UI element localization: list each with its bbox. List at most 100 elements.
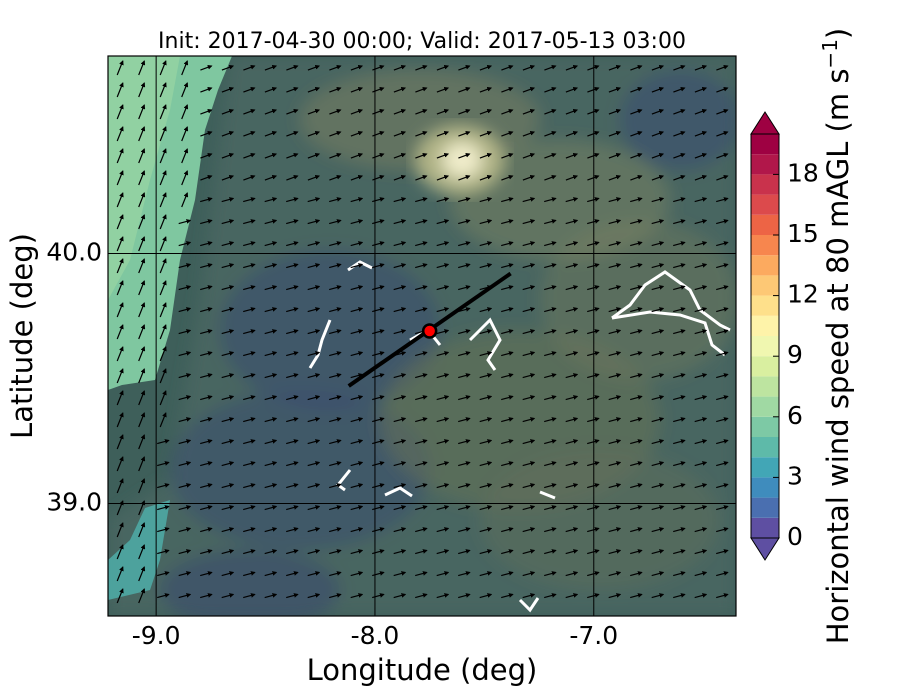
colorbar-ticks: 0 3 6 9 12 15 18: [773, 158, 819, 551]
wind-vector: [329, 439, 342, 445]
wind-vector: [159, 148, 167, 164]
wind-vector: [350, 461, 364, 467]
wind-vector: [479, 439, 493, 445]
wind-vector: [716, 329, 729, 335]
wind-vector: [350, 593, 364, 599]
wind-vector: [458, 351, 471, 357]
wind-vector: [116, 456, 124, 472]
wind-vector: [458, 527, 471, 533]
wind-vector: [608, 109, 621, 115]
wind-vector: [608, 439, 622, 445]
wind-vector: [286, 571, 299, 577]
wind-vector: [522, 285, 536, 291]
wind-vector: [673, 571, 686, 577]
wind-vector: [479, 593, 493, 599]
wind-vector: [329, 461, 342, 467]
wind-vector: [178, 593, 192, 599]
wind-vector: [630, 87, 643, 93]
wind-vector: [436, 109, 449, 115]
wind-vector: [587, 153, 600, 159]
wind-vector: [200, 351, 213, 357]
wind-vector: [458, 87, 471, 93]
wind-vector: [350, 109, 363, 115]
wind-vector: [159, 236, 167, 252]
wind-vector: [565, 197, 579, 203]
wind-vector: [501, 593, 514, 599]
wind-vector: [565, 351, 579, 357]
wind-vector: [630, 549, 643, 555]
wind-vector: [415, 241, 428, 247]
wind-vector: [221, 87, 234, 93]
wind-vector: [673, 439, 686, 445]
wind-vector: [479, 527, 493, 533]
wind-vector: [565, 263, 579, 269]
wind-vector: [138, 324, 146, 340]
wind-vector: [694, 417, 708, 423]
wind-vector: [694, 307, 708, 313]
wind-vector: [116, 324, 124, 340]
wind-vector: [221, 131, 234, 137]
wind-vector: [544, 87, 557, 93]
wind-vector: [694, 549, 708, 555]
wind-vector: [138, 434, 146, 450]
wind-vector: [458, 109, 471, 115]
wind-vector: [415, 483, 428, 489]
wind-vector: [243, 263, 256, 269]
wind-vector: [393, 197, 407, 203]
wind-vector: [350, 153, 363, 159]
wind-vector: [544, 131, 557, 137]
wind-vector: [544, 549, 557, 555]
wind-vector: [200, 263, 213, 269]
wind-vector: [522, 329, 536, 335]
wind-vector: [544, 175, 557, 181]
wind-vector: [587, 263, 600, 269]
wind-vector: [673, 307, 686, 313]
wind-vector: [501, 153, 514, 159]
wind-vector: [694, 197, 708, 203]
wind-vector: [544, 571, 557, 577]
wind-vector: [522, 505, 536, 511]
colorbar-extend-max: [750, 111, 780, 135]
wind-vector: [116, 192, 124, 208]
wind-vector: [501, 549, 514, 555]
x-tick-label: -7.0: [569, 621, 618, 650]
wind-vector: [243, 351, 256, 357]
wind-vector: [286, 109, 299, 115]
wind-vector: [673, 505, 686, 511]
wind-vector: [694, 505, 708, 511]
wind-vector: [479, 65, 492, 71]
wind-vector: [138, 544, 146, 560]
coastal-zone-south: [108, 500, 170, 600]
wind-vector: [178, 373, 192, 379]
wind-vector: [501, 219, 514, 225]
wind-vector: [286, 439, 299, 445]
wind-vector: [116, 126, 124, 142]
wind-vector: [157, 571, 170, 577]
wind-vector: [608, 527, 622, 533]
wind-vector: [329, 527, 342, 533]
wind-vector: [458, 505, 471, 511]
wind-vector: [716, 483, 729, 489]
wind-vector: [264, 395, 278, 401]
wind-vector: [307, 593, 321, 599]
wind-vector: [415, 285, 428, 291]
wind-vector: [116, 236, 124, 252]
wind-vector: [436, 373, 450, 379]
wind-vector: [458, 219, 471, 225]
wind-vector: [307, 197, 321, 203]
wind-vector: [243, 549, 256, 555]
wind-vector: [716, 439, 729, 445]
wind-vector: [608, 329, 622, 335]
wind-vector: [436, 329, 450, 335]
wind-vector: [651, 505, 665, 511]
wind-vector: [501, 329, 514, 335]
wind-vector: [436, 285, 450, 291]
wind-vector: [522, 87, 535, 93]
wind-vector: [458, 175, 471, 181]
wind-vector: [372, 175, 385, 181]
wind-vector: [138, 412, 146, 428]
wind-vector: [138, 500, 146, 516]
wind-vector: [608, 373, 622, 379]
wind-vector: [372, 593, 385, 599]
